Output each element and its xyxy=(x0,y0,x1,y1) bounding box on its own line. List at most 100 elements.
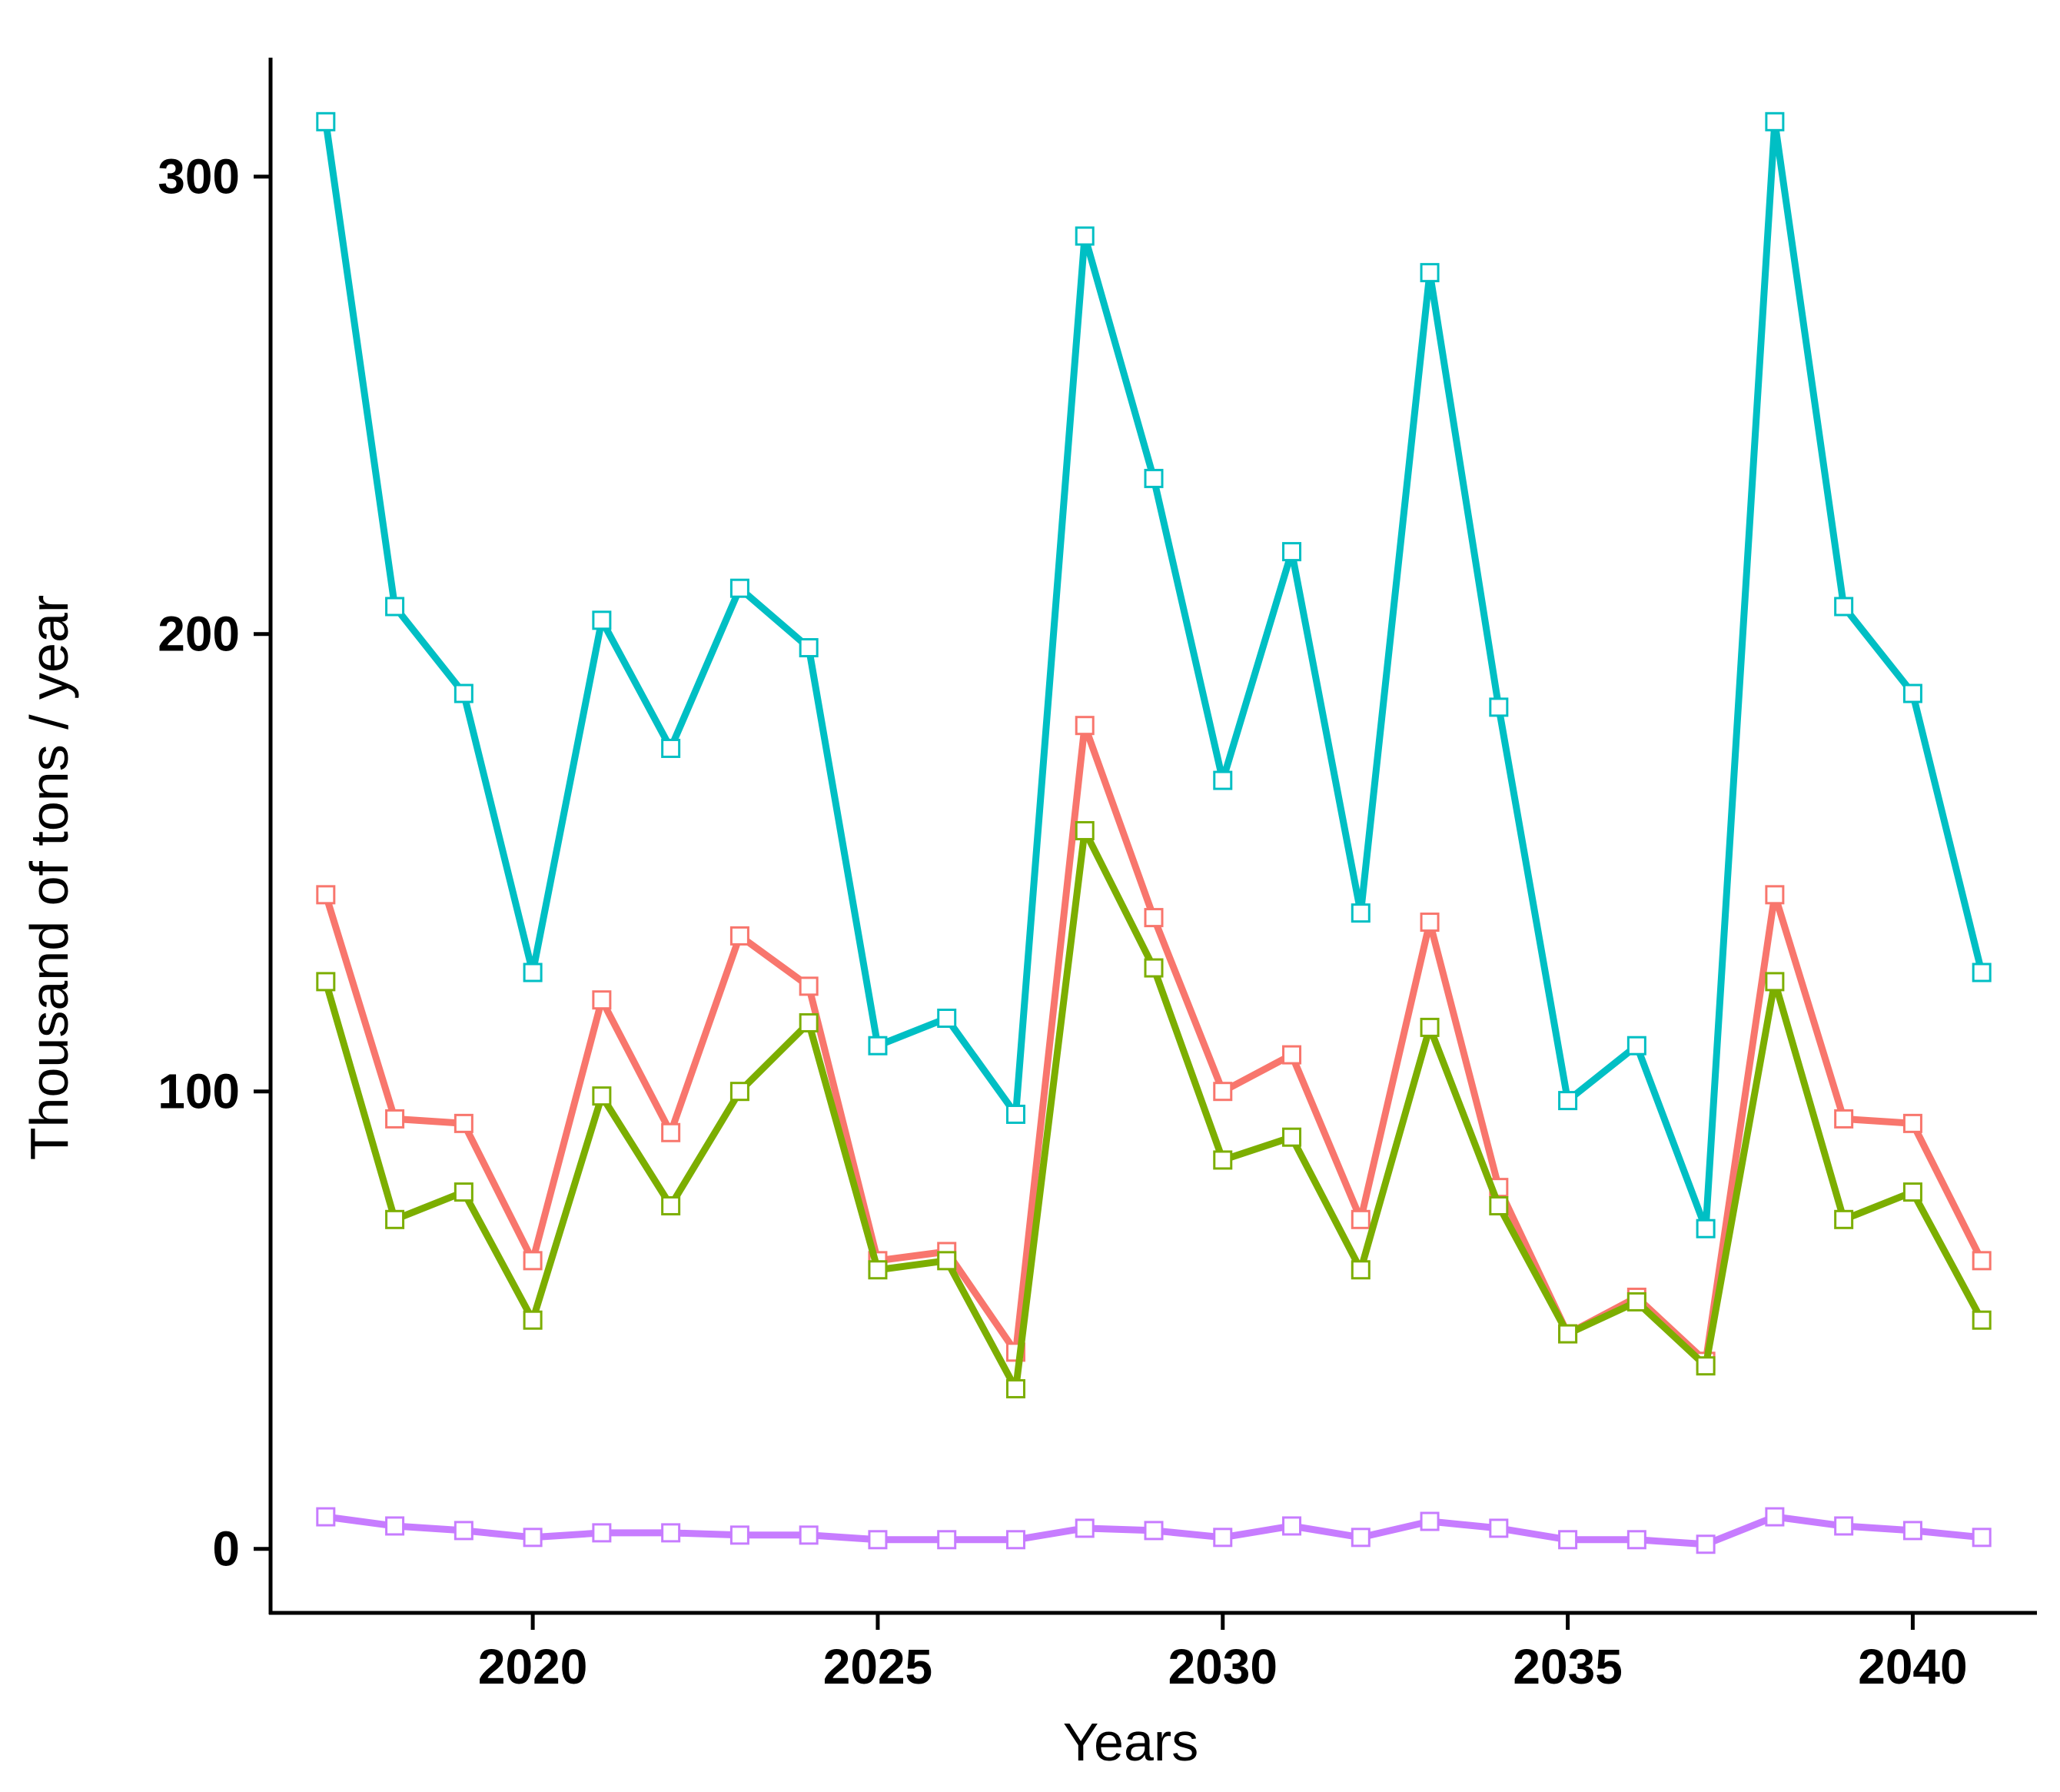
data-point xyxy=(316,885,336,905)
data-point xyxy=(1351,1528,1371,1548)
data-point xyxy=(1972,1310,1992,1330)
data-point xyxy=(454,683,473,703)
data-point xyxy=(385,1516,405,1536)
data-point xyxy=(1420,1511,1440,1531)
y-axis-ticks: 0 100 200 300 xyxy=(158,149,271,1577)
data-point xyxy=(729,1525,749,1545)
data-point xyxy=(1144,468,1164,488)
data-point xyxy=(385,1209,405,1229)
data-point xyxy=(1420,1017,1440,1037)
data-point xyxy=(523,1251,543,1271)
data-point xyxy=(799,638,819,658)
data-point xyxy=(1282,1516,1302,1536)
data-point xyxy=(1489,1518,1509,1538)
data-point xyxy=(1626,1036,1646,1056)
data-point xyxy=(1972,1528,1992,1548)
data-point xyxy=(868,1530,888,1550)
series-layer xyxy=(316,111,1992,1554)
series-1 xyxy=(316,111,1992,1238)
x-tick-label: 2035 xyxy=(1513,1639,1622,1694)
data-point xyxy=(1075,716,1095,736)
data-point xyxy=(1282,1045,1302,1065)
data-point xyxy=(1351,1209,1371,1229)
x-tick-label: 2020 xyxy=(478,1639,587,1694)
data-point xyxy=(799,1525,819,1545)
data-point xyxy=(1558,1324,1578,1344)
data-point xyxy=(454,1182,473,1202)
data-point xyxy=(1765,111,1785,131)
data-point xyxy=(1972,962,1992,982)
data-point xyxy=(868,1260,888,1280)
data-point xyxy=(454,1521,473,1541)
data-point xyxy=(729,1082,749,1102)
data-point xyxy=(1005,1378,1025,1398)
y-tick-label: 200 xyxy=(158,607,240,662)
data-point xyxy=(1902,683,1922,703)
data-point xyxy=(523,962,543,982)
data-point xyxy=(937,1009,957,1028)
data-point xyxy=(1696,1218,1716,1238)
data-point xyxy=(1144,958,1164,978)
data-point xyxy=(316,972,336,992)
data-point xyxy=(1282,542,1302,562)
data-point xyxy=(799,976,819,996)
data-point xyxy=(1765,972,1785,992)
data-point xyxy=(1902,1113,1922,1133)
data-point xyxy=(523,1310,543,1330)
data-point xyxy=(1765,885,1785,905)
series-4 xyxy=(316,1507,1992,1554)
data-point xyxy=(1558,1091,1578,1111)
axes: 0 100 200 300 2020 2025 2030 2035 2040 xyxy=(158,58,2037,1694)
data-point xyxy=(1075,821,1095,841)
data-point xyxy=(1765,1507,1785,1527)
data-point xyxy=(1626,1530,1646,1550)
data-point xyxy=(937,1251,957,1271)
data-point xyxy=(385,1109,405,1129)
x-axis-ticks: 2020 2025 2030 2035 2040 xyxy=(478,1613,1968,1694)
data-point xyxy=(1558,1530,1578,1550)
data-point xyxy=(1834,1109,1854,1129)
data-point xyxy=(1696,1534,1716,1554)
data-point xyxy=(592,1523,612,1543)
data-point xyxy=(1144,1521,1164,1541)
data-point xyxy=(661,1122,681,1142)
data-point xyxy=(316,111,336,131)
data-point xyxy=(729,926,749,946)
data-point xyxy=(661,1195,681,1215)
data-point xyxy=(1351,1260,1371,1280)
data-point xyxy=(1213,1082,1233,1102)
y-axis-title: Thousand of tons / year xyxy=(19,595,79,1160)
data-point xyxy=(592,1086,612,1106)
data-point xyxy=(1005,1104,1025,1124)
data-point xyxy=(1696,1356,1716,1376)
data-point xyxy=(661,738,681,758)
data-point xyxy=(1005,1530,1025,1550)
data-point xyxy=(1902,1521,1922,1541)
data-point xyxy=(1489,697,1509,717)
data-point xyxy=(1213,1150,1233,1170)
data-point xyxy=(385,597,405,617)
data-point xyxy=(661,1523,681,1543)
x-tick-label: 2030 xyxy=(1168,1639,1278,1694)
data-point xyxy=(1489,1195,1509,1215)
data-point xyxy=(1834,597,1854,617)
data-point xyxy=(1144,908,1164,928)
data-point xyxy=(1420,913,1440,933)
data-point xyxy=(729,578,749,598)
data-point xyxy=(1351,903,1371,923)
x-tick-label: 2040 xyxy=(1858,1639,1967,1694)
data-point xyxy=(1834,1209,1854,1229)
data-point xyxy=(592,990,612,1010)
series-2 xyxy=(316,716,1992,1371)
data-point xyxy=(592,610,612,630)
data-point xyxy=(316,1507,336,1527)
data-point xyxy=(1213,1528,1233,1548)
data-point xyxy=(937,1530,957,1550)
data-point xyxy=(799,1012,819,1032)
data-point xyxy=(1972,1251,1992,1271)
series-line xyxy=(322,118,1985,1232)
y-tick-label: 300 xyxy=(158,149,240,204)
data-point xyxy=(1626,1292,1646,1312)
